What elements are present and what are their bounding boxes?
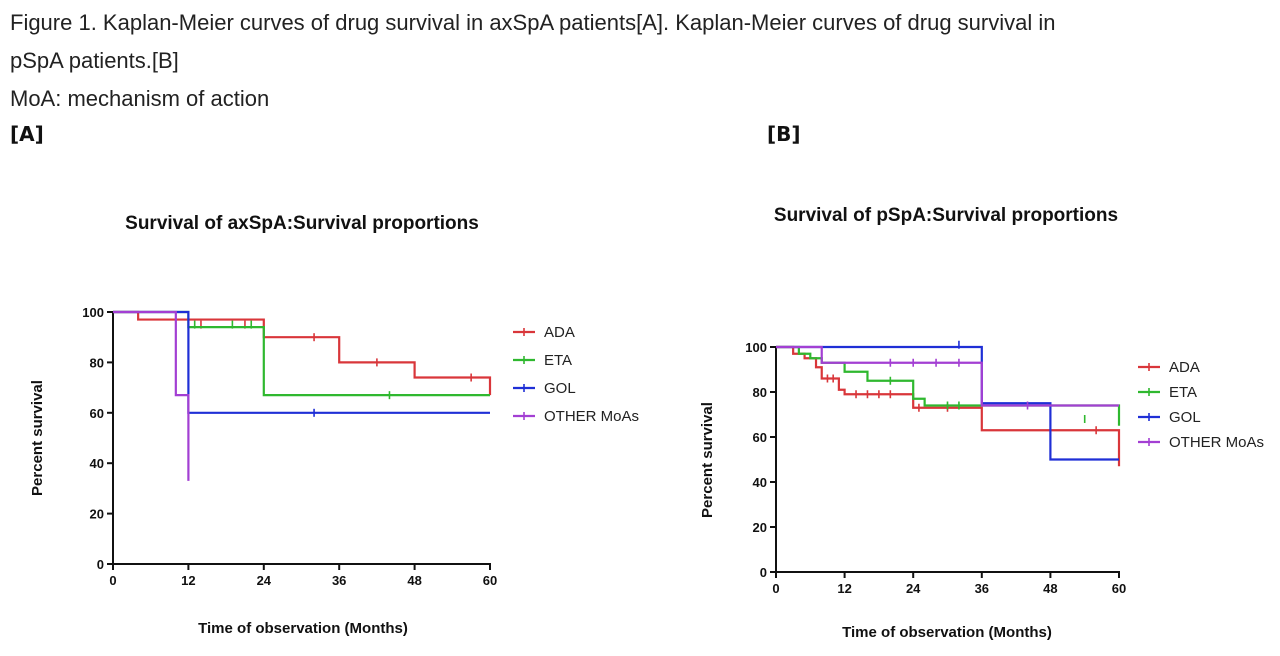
x-axis-title: Time of observation (Months) (198, 620, 408, 637)
x-tick-label: 48 (407, 573, 421, 588)
chart-b: Survival of pSpA:Survival proportions 0 20… (699, 205, 1264, 641)
y-tick-label: 0 (760, 565, 767, 580)
y-tick-label: 0 (97, 557, 104, 572)
caption-line-1: Figure 1. Kaplan-Meier curves of drug su… (10, 10, 1056, 35)
figure-caption: Figure 1. Kaplan-Meier curves of drug su… (10, 4, 1275, 118)
x-tick-label: 12 (181, 573, 195, 588)
x-tick-label: 12 (837, 581, 851, 596)
panel-label-a: [A] (10, 122, 44, 146)
legend-label: OTHER MoAs (1169, 434, 1264, 451)
caption-line-2: pSpA patients.[B] (10, 48, 179, 73)
x-tick-label: 24 (906, 581, 921, 596)
x-axis-title: Time of observation (Months) (842, 624, 1052, 641)
series-eta-line (776, 345, 1121, 426)
y-axis-title: Percent survival (29, 380, 46, 496)
y-tick-label: 40 (753, 475, 767, 490)
legend-label: ETA (1169, 384, 1197, 401)
x-tick-label: 0 (772, 581, 779, 596)
x-tick-label: 48 (1043, 581, 1057, 596)
x-tick-label: 36 (975, 581, 989, 596)
legend-label: GOL (544, 380, 576, 397)
y-tick-label: 100 (82, 305, 104, 320)
x-tick-label: 0 (109, 573, 116, 588)
y-axis-title: Percent survival (699, 402, 716, 518)
y-tick-label: 80 (753, 385, 767, 400)
legend-label: ADA (544, 324, 575, 341)
y-tick-label: 20 (753, 520, 767, 535)
y-tick-label: 60 (753, 430, 767, 445)
legend-label: ETA (544, 352, 572, 369)
legend-label: ADA (1169, 359, 1200, 376)
x-tick-label: 60 (483, 573, 497, 588)
y-tick-label: 60 (90, 406, 104, 421)
series-gol-line (776, 345, 1119, 461)
series-ada-line (113, 310, 492, 396)
y-tick-label: 80 (90, 355, 104, 370)
series-eta-line (113, 310, 490, 397)
series-gol-line (113, 310, 490, 414)
chart-title: Survival of axSpA:Survival proportions (125, 213, 479, 234)
y-tick-label: 40 (90, 456, 104, 471)
legend-label: OTHER MoAs (544, 408, 639, 425)
x-tick-label: 24 (257, 573, 272, 588)
x-tick-label: 60 (1112, 581, 1126, 596)
chart-title: Survival of pSpA:Survival proportions (774, 205, 1118, 226)
y-tick-label: 20 (90, 507, 104, 522)
series-other-moas-line (113, 310, 190, 481)
legend-label: GOL (1169, 409, 1201, 426)
panel-label-b: [B] (767, 122, 801, 146)
caption-line-3: MoA: mechanism of action (10, 86, 270, 111)
chart-a: Survival of axSpA:Survival proportions 0 2… (29, 213, 639, 637)
x-tick-label: 36 (332, 573, 346, 588)
y-tick-label: 100 (745, 340, 767, 355)
series-other-moas-line (776, 345, 1119, 407)
